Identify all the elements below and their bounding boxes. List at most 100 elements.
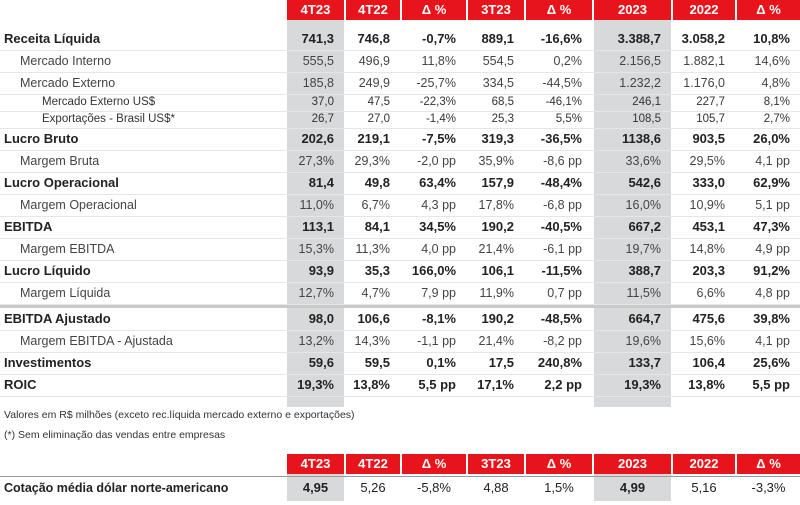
table-cell: 2,2 pp [544,377,582,392]
row-divider [0,72,800,73]
fx-cell: 5,26 [360,480,386,495]
table-row: ROIC 19,3% 13,8% 5,5 pp 17,1% 2,2 pp 19,3% 13,8… [0,374,800,396]
highlight-column-4t23-fx [287,474,344,501]
header-cell: 4T22 [346,454,400,474]
table-row: Margem Líquida 12,7% 4,7% 7,9 pp 11,9% 0,7 pp… [0,282,800,304]
table-cell: 59,6 [308,355,334,370]
table-cell: 106,6 [357,311,390,326]
highlight-column-4t23 [287,20,344,407]
table-cell: -11,5% [541,263,582,278]
header-cell: 4T23 [287,0,344,20]
table-cell: 21,4% [478,242,514,256]
table-cell: 334,5 [482,76,514,90]
table-cell: 25,6% [753,355,790,370]
fx-cell: 5,16 [691,480,717,495]
table-cell: 203,3 [692,263,725,278]
header-cell: 2022 [673,0,735,20]
table-cell: 157,9 [481,175,514,190]
table-cell: 249,9 [358,76,390,90]
table-cell: 21,4% [478,334,514,348]
row-label: ROIC [4,377,37,392]
footnote-units: Valores em R$ milhões (exceto rec.líquid… [4,409,355,421]
table-cell: 17,5 [488,355,514,370]
table-cell: -1,1 pp [417,334,456,348]
highlight-column-2023 [594,20,671,407]
table-row: Lucro Líquido 93,9 35,3 166,0% 106,1 -11,5% 38… [0,260,800,282]
table-cell: 4,9 pp [755,242,790,256]
table-cell: 37,0 [311,96,334,108]
row-label: Margem EBITDA - Ajustada [20,334,173,348]
table-cell: 11,3% [355,242,390,256]
table-row: Margem Bruta 27,3% 29,3% -2,0 pp 35,9% -8,6 p… [0,150,800,172]
table-cell: 453,1 [692,219,725,234]
table-cell: -40,5% [540,219,582,234]
table-row: Margem EBITDA 15,3% 11,3% 4,0 pp 21,4% -6,1 p… [0,238,800,260]
table-cell: 4,1 pp [755,334,790,348]
table-cell: 19,3% [297,377,334,392]
table-row: Mercado Interno 555,5 496,9 11,8% 554,5 0,2% 2… [0,50,800,72]
row-label: Lucro Operacional [4,175,119,190]
table-cell: 4,7% [361,286,391,300]
table-cell: 14,6% [754,54,790,68]
table-cell: 227,7 [696,96,725,108]
table-cell: 98,0 [308,311,334,326]
row-label: Margem Bruta [20,154,100,168]
header-cell: Δ % [526,0,592,20]
table-cell: 11,8% [421,54,456,68]
table-cell: 35,9% [478,154,514,168]
row-label: Margem Líquida [20,286,111,300]
table-cell: -46,1% [545,96,582,108]
row-divider [0,260,800,261]
table-row: Lucro Bruto 202,6 219,1 -7,5% 319,3 -36,5% 113… [0,128,800,150]
table-row: Exportações - Brasil US$* 26,7 27,0 -1,4% 25… [0,111,800,128]
header-cell: Δ % [402,454,466,474]
row-divider [0,94,800,95]
header-cell: 4T22 [346,0,400,20]
table-cell: 4,1 pp [755,154,790,168]
header-cell: Δ % [737,0,800,20]
table-cell: -48,4% [540,175,582,190]
table-cell: 2,7% [763,113,790,125]
table-cell: -22,3% [419,96,456,108]
table-cell: -8,6 pp [543,154,582,168]
row-label: Margem Operacional [20,198,137,212]
row-divider [0,50,800,51]
table-cell: 1138,6 [621,131,661,146]
table-row: Mercado Externo 185,8 249,9 -25,7% 334,5 -44,… [0,72,800,94]
table-cell: 106,1 [481,263,514,278]
table-cell: -7,5% [422,131,456,146]
table-cell: 47,3% [753,219,790,234]
table-cell: 4,3 pp [421,198,456,212]
section-divider [0,305,800,308]
table-cell: 0,1% [426,355,456,370]
table-cell: 27,3% [298,154,334,168]
table-cell: 19,3% [624,377,661,392]
row-label: Margem EBITDA [20,242,115,256]
table-cell: 13,8% [353,377,390,392]
fx-cell: 4,99 [619,480,646,495]
table-cell: 667,2 [628,219,661,234]
table-row: Lucro Operacional 81,4 49,8 63,4% 157,9 -48,4… [0,172,800,194]
table-row: EBITDA 113,1 84,1 34,5% 190,2 -40,5% 667,2 453,… [0,216,800,238]
table-cell: 8,1% [763,96,790,108]
table-cell: 0,7 pp [547,286,582,300]
table-cell: 7,9 pp [421,286,456,300]
table-cell: 741,3 [301,31,334,46]
row-label: Receita Líquida [4,31,101,46]
table-cell: 108,5 [632,113,661,125]
row-label: Mercado Externo [20,76,116,90]
header-cell: Δ % [402,0,466,20]
header-cell: 2022 [673,454,735,474]
table-cell: 889,1 [481,31,514,46]
row-divider [0,352,800,353]
table-cell: 105,7 [696,113,725,125]
table-cell: 246,1 [632,96,661,108]
row-divider [0,172,800,173]
table-cell: 388,7 [628,263,661,278]
row-label: Lucro Bruto [4,131,79,146]
table-cell: 10,8% [753,31,790,46]
table-cell: 27,0 [367,113,390,125]
row-label: Mercado Interno [20,54,112,68]
header-cell: 2023 [594,0,671,20]
table-cell: 202,6 [301,131,334,146]
